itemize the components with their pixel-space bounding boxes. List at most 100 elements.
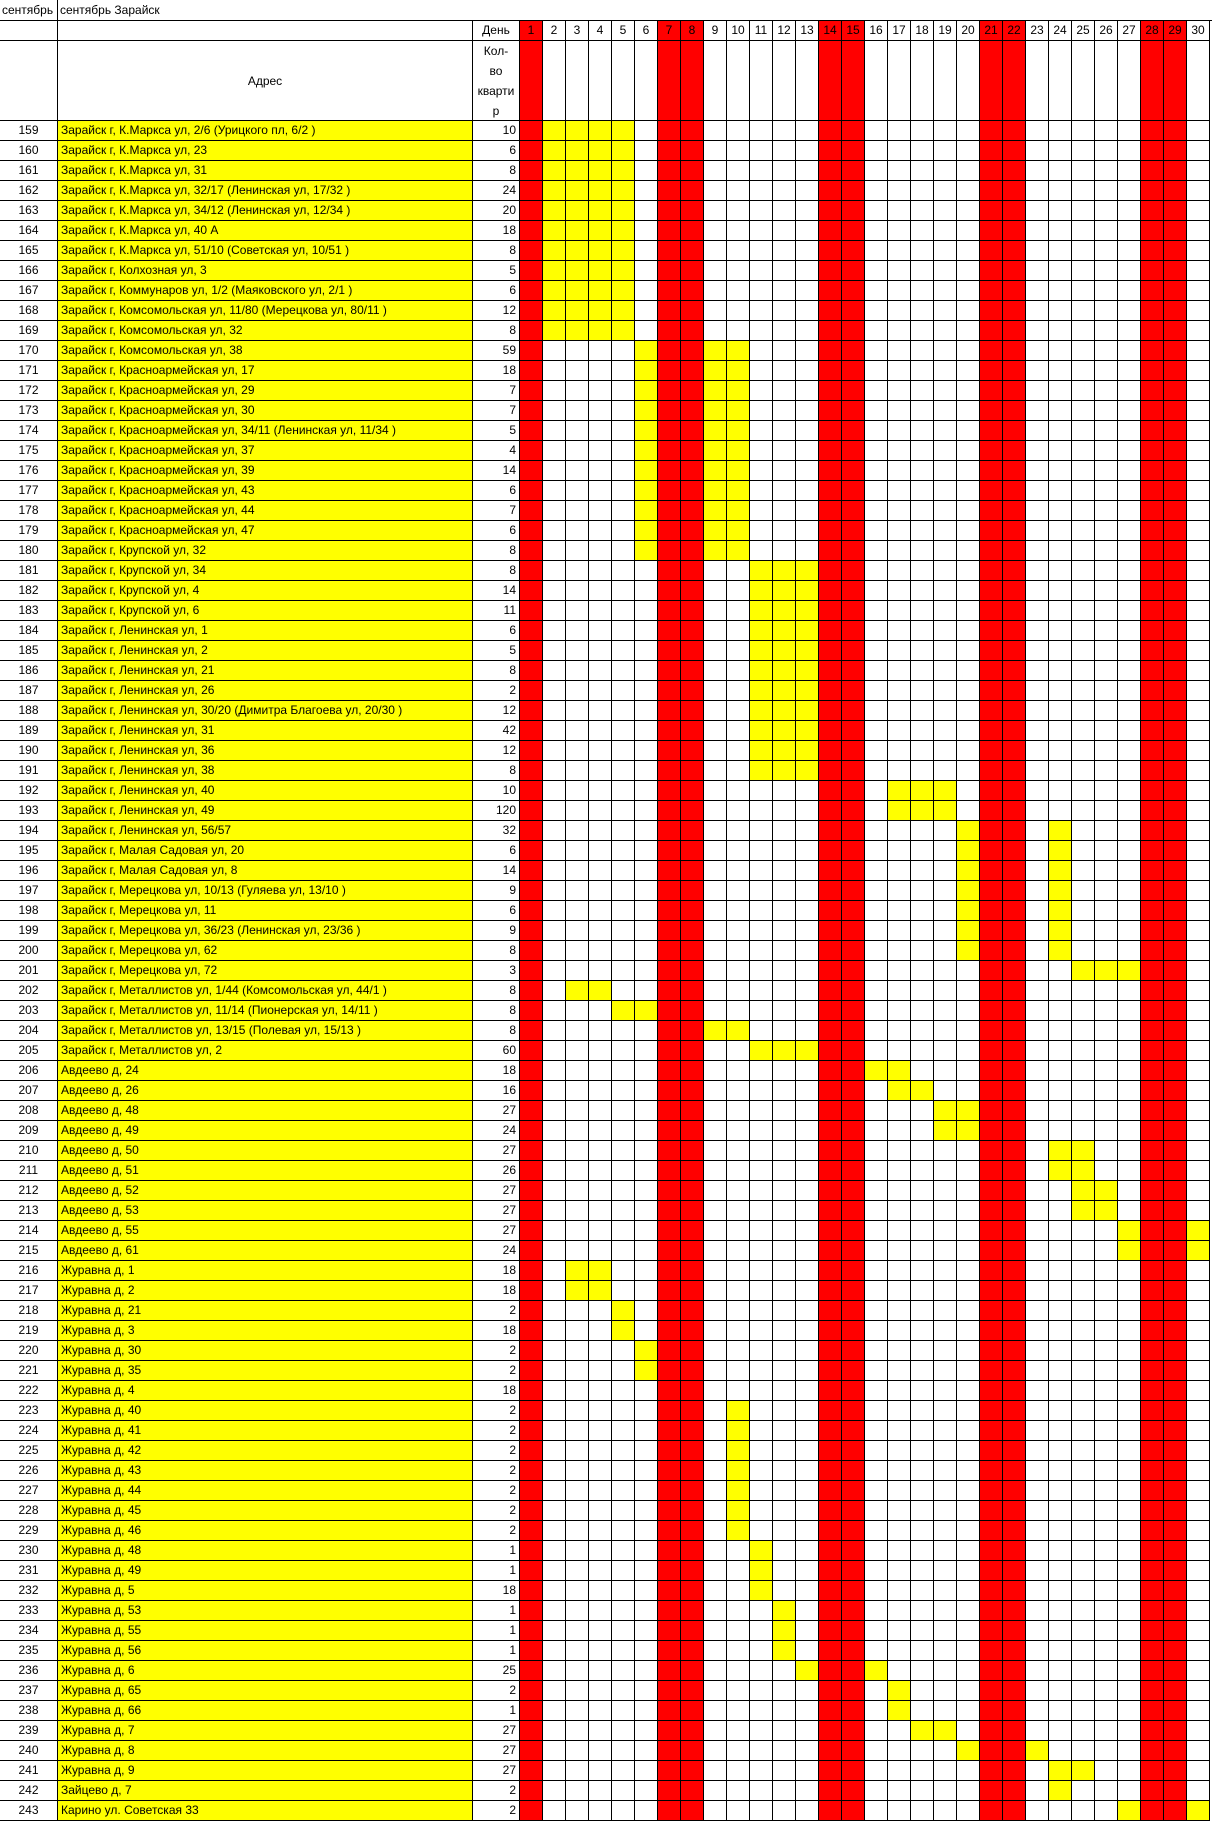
- day-cell-28[interactable]: [1141, 1541, 1164, 1561]
- day-cell-21[interactable]: [980, 1261, 1003, 1281]
- day-cell-25[interactable]: [1072, 961, 1095, 981]
- day-cell-11[interactable]: [750, 561, 773, 581]
- day-cell-18[interactable]: [911, 1781, 934, 1801]
- day-cell-16[interactable]: [865, 1561, 888, 1581]
- day-cell-29[interactable]: [1164, 1381, 1187, 1401]
- row-number[interactable]: 172: [0, 381, 58, 401]
- day-cell-1[interactable]: [520, 301, 543, 321]
- day-cell-15[interactable]: [842, 721, 865, 741]
- day-cell-30[interactable]: [1187, 881, 1210, 901]
- day-cell-7[interactable]: [658, 261, 681, 281]
- day-cell-1[interactable]: [520, 1441, 543, 1461]
- day-cell-3[interactable]: [566, 661, 589, 681]
- day-cell-18[interactable]: [911, 401, 934, 421]
- day-cell-2[interactable]: [543, 901, 566, 921]
- day-cell-14[interactable]: [819, 301, 842, 321]
- day-cell-6[interactable]: [635, 1401, 658, 1421]
- day-cell-12[interactable]: [773, 561, 796, 581]
- day-cell-10[interactable]: [727, 701, 750, 721]
- day-cell-1[interactable]: [520, 1081, 543, 1101]
- day-cell-23[interactable]: [1026, 1401, 1049, 1421]
- day-cell-20[interactable]: [957, 1541, 980, 1561]
- day-cell-13[interactable]: [796, 1801, 819, 1821]
- day-cell-4[interactable]: [589, 1581, 612, 1601]
- day-cell-28[interactable]: [1141, 1761, 1164, 1781]
- day-cell-21[interactable]: [980, 1121, 1003, 1141]
- day-cell-4[interactable]: [589, 1441, 612, 1461]
- day-cell-19[interactable]: [934, 1541, 957, 1561]
- day-cell-7[interactable]: [658, 1681, 681, 1701]
- day-cell-7[interactable]: [658, 481, 681, 501]
- day-cell-17[interactable]: [888, 1101, 911, 1121]
- day-cell-21[interactable]: [980, 1761, 1003, 1781]
- day-cell-24[interactable]: [1049, 221, 1072, 241]
- address-cell[interactable]: Зарайск г, Мерецкова ул, 10/13 (Гуляева …: [58, 881, 473, 901]
- day-cell-27[interactable]: [1118, 281, 1141, 301]
- day-cell-15[interactable]: [842, 1481, 865, 1501]
- day-cell-22[interactable]: [1003, 1001, 1026, 1021]
- day-cell-14[interactable]: [819, 241, 842, 261]
- day-cell-27[interactable]: [1118, 1461, 1141, 1481]
- qty-cell[interactable]: 2: [473, 1341, 520, 1361]
- day-cell-29[interactable]: [1164, 1501, 1187, 1521]
- day-cell-11[interactable]: [750, 141, 773, 161]
- day-cell-17[interactable]: [888, 681, 911, 701]
- day-cell-13[interactable]: [796, 201, 819, 221]
- day-cell-27[interactable]: [1118, 521, 1141, 541]
- day-cell-4[interactable]: [589, 1601, 612, 1621]
- day-cell-17[interactable]: [888, 701, 911, 721]
- day-cell-15[interactable]: [842, 1741, 865, 1761]
- day-cell-5[interactable]: [612, 761, 635, 781]
- day-cell-4[interactable]: [589, 561, 612, 581]
- day-cell-4[interactable]: [589, 961, 612, 981]
- day-cell-7[interactable]: [658, 981, 681, 1001]
- day-cell-13[interactable]: [796, 141, 819, 161]
- day-cell-7[interactable]: [658, 1481, 681, 1501]
- day-cell-14[interactable]: [819, 141, 842, 161]
- day-cell-29[interactable]: [1164, 461, 1187, 481]
- day-cell-21[interactable]: [980, 561, 1003, 581]
- day-cell-2[interactable]: [543, 781, 566, 801]
- day-cell-1[interactable]: [520, 1141, 543, 1161]
- day-cell-2[interactable]: [543, 401, 566, 421]
- day-cell-29[interactable]: [1164, 1361, 1187, 1381]
- day-cell-5[interactable]: [612, 581, 635, 601]
- day-cell-11[interactable]: [750, 1301, 773, 1321]
- day-cell-13[interactable]: [796, 681, 819, 701]
- day-header-blank[interactable]: [1072, 41, 1095, 121]
- day-cell-27[interactable]: [1118, 1041, 1141, 1061]
- day-cell-24[interactable]: [1049, 941, 1072, 961]
- day-cell-22[interactable]: [1003, 341, 1026, 361]
- day-cell-19[interactable]: [934, 421, 957, 441]
- day-cell-6[interactable]: [635, 981, 658, 1001]
- day-cell-5[interactable]: [612, 1261, 635, 1281]
- day-cell-27[interactable]: [1118, 1761, 1141, 1781]
- day-cell-12[interactable]: [773, 1521, 796, 1541]
- day-cell-17[interactable]: [888, 1581, 911, 1601]
- day-cell-22[interactable]: [1003, 1181, 1026, 1201]
- day-cell-3[interactable]: [566, 541, 589, 561]
- day-cell-24[interactable]: [1049, 521, 1072, 541]
- day-cell-9[interactable]: [704, 601, 727, 621]
- day-cell-8[interactable]: [681, 1701, 704, 1721]
- day-cell-8[interactable]: [681, 1741, 704, 1761]
- day-cell-29[interactable]: [1164, 1801, 1187, 1821]
- day-cell-2[interactable]: [543, 1501, 566, 1521]
- day-cell-21[interactable]: [980, 881, 1003, 901]
- day-cell-15[interactable]: [842, 601, 865, 621]
- day-cell-7[interactable]: [658, 861, 681, 881]
- day-cell-3[interactable]: [566, 761, 589, 781]
- day-cell-5[interactable]: [612, 1541, 635, 1561]
- day-cell-13[interactable]: [796, 1541, 819, 1561]
- day-cell-11[interactable]: [750, 601, 773, 621]
- header-qty[interactable]: Кол-во кварти р: [473, 41, 520, 121]
- day-cell-14[interactable]: [819, 1581, 842, 1601]
- day-cell-6[interactable]: [635, 1161, 658, 1181]
- day-cell-28[interactable]: [1141, 921, 1164, 941]
- day-cell-19[interactable]: [934, 1381, 957, 1401]
- day-cell-5[interactable]: [612, 541, 635, 561]
- day-cell-29[interactable]: [1164, 321, 1187, 341]
- row-number[interactable]: 233: [0, 1601, 58, 1621]
- day-cell-13[interactable]: [796, 1501, 819, 1521]
- day-cell-9[interactable]: [704, 1021, 727, 1041]
